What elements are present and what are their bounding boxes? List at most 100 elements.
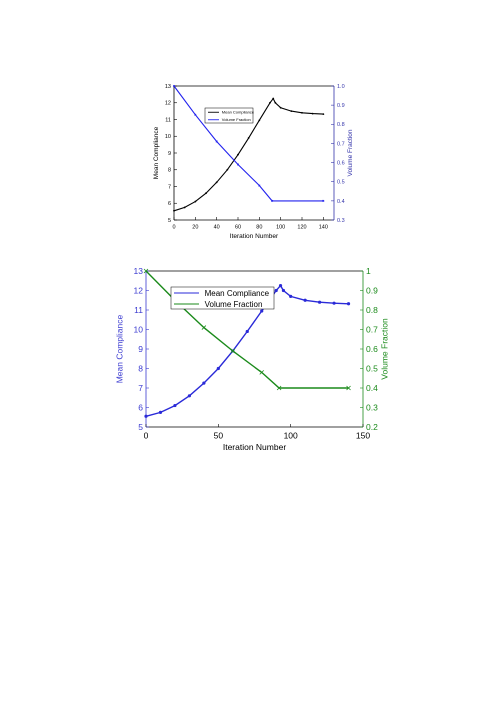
y-tick-label: 12 (134, 285, 144, 295)
legend-label: Volume Fraction (205, 300, 263, 309)
compliance-point (187, 394, 191, 398)
y-tick-label: 10 (165, 134, 171, 140)
compliance-point (183, 206, 186, 209)
compliance-point (278, 284, 283, 288)
volume-point (236, 163, 240, 166)
y-tick-label: 6 (138, 402, 143, 412)
volume-point (271, 199, 274, 202)
y-tick-label: 13 (134, 266, 144, 276)
y-tick-label: 7 (138, 383, 143, 393)
compliance-point (289, 294, 293, 298)
compliance-point (269, 101, 271, 104)
y2-axis-label: Volume Fraction (347, 129, 354, 176)
legend-label: Mean Compliance (205, 289, 270, 298)
y-tick-label: 9 (168, 151, 171, 157)
compliance-point (215, 181, 218, 184)
compliance-point (281, 288, 286, 293)
y2-tick-label: 0.4 (366, 383, 378, 393)
volume-point (143, 268, 149, 274)
y2-tick-label: 0.8 (337, 122, 345, 128)
y-tick-label: 11 (165, 117, 171, 123)
legend-label: Mean Compliance (222, 110, 255, 115)
y2-tick-label: 0.5 (366, 363, 378, 373)
volume-point (201, 325, 207, 330)
volume-point (322, 199, 325, 202)
compliance-point (303, 298, 307, 302)
chart-top: 0 20 40 60 80 100 120 140 5 6 7 8 9 10 11 12 13 0.3 0.4 0.5… (153, 84, 354, 240)
y2-tick-label: 0.9 (366, 285, 378, 295)
compliance-point (311, 112, 314, 115)
compliance-point (272, 97, 275, 100)
x-tick-label: 100 (284, 431, 298, 441)
y-tick-label: 8 (168, 168, 171, 174)
x-tick-label: 150 (356, 431, 370, 441)
y2-tick-label: 0.4 (337, 199, 345, 205)
compliance-point (247, 137, 250, 139)
x-tick-label: 100 (276, 225, 285, 231)
y2-tick-label: 1 (366, 266, 371, 276)
y-tick-label: 6 (168, 201, 171, 207)
compliance-point (318, 300, 322, 304)
volume-point (258, 184, 261, 187)
x-tick-label: 20 (192, 225, 198, 231)
y-tick-label: 9 (138, 344, 143, 354)
legend-label: Volume Fraction (222, 117, 251, 122)
y2-tick-label: 0.3 (366, 402, 378, 412)
compliance-point (245, 329, 249, 334)
x-tick-label: 0 (144, 431, 149, 441)
y2-tick-label: 0.2 (366, 422, 378, 432)
compliance-point (202, 381, 206, 385)
volume-point (259, 370, 265, 375)
compliance-point (279, 106, 282, 109)
y2-axis-label: Volume Fraction (380, 318, 390, 380)
chart-bottom: 0 50 100 150 5 6 7 8 9 10 11 12 13 0.2 0.3 0.4 0.5 0.6 0.7… (115, 266, 390, 452)
x-tick-label: 40 (214, 225, 220, 231)
y2-tick-label: 0.6 (337, 160, 345, 166)
compliance-point (173, 403, 177, 408)
x-tick-label: 80 (256, 225, 262, 231)
volume-point (194, 113, 197, 116)
y-tick-label: 13 (165, 84, 171, 90)
compliance-point (346, 302, 351, 306)
compliance-point (322, 113, 325, 116)
y-tick-label: 11 (134, 305, 143, 315)
y-tick-label: 7 (168, 184, 171, 190)
compliance-point (332, 301, 336, 305)
compliance-point (216, 366, 220, 371)
compliance-point (226, 168, 229, 171)
compliance-point (274, 288, 278, 293)
y-tick-label: 8 (138, 363, 143, 373)
x-tick-label: 140 (319, 225, 328, 231)
y2-tick-label: 0.7 (366, 324, 378, 334)
y-tick-label: 5 (168, 218, 171, 224)
y-tick-label: 10 (134, 324, 144, 334)
y-axis-label: Mean Compliance (153, 126, 160, 179)
volume-point (276, 385, 282, 391)
compliance-point (173, 209, 175, 212)
compliance-point (260, 309, 264, 313)
y-axis-label: Mean Compliance (115, 314, 125, 383)
x-axis-label: Iteration Number (223, 442, 286, 452)
volume-point (172, 84, 176, 88)
y2-tick-label: 1.0 (337, 84, 345, 90)
y2-tick-label: 0.8 (366, 305, 378, 315)
x-tick-label: 0 (172, 225, 175, 231)
legend-box (204, 107, 254, 124)
compliance-point (258, 119, 261, 122)
compliance-point (274, 101, 277, 104)
volume-point (346, 385, 351, 391)
volume-point (215, 140, 218, 143)
compliance-point (290, 110, 293, 113)
legend-box (170, 286, 275, 310)
compliance-point (301, 111, 303, 114)
y2-tick-label: 0.7 (337, 141, 345, 147)
y2-tick-label: 0.5 (337, 180, 345, 186)
y2-tick-label: 0.6 (366, 344, 378, 354)
volume-point (230, 348, 236, 354)
compliance-point (144, 414, 148, 418)
compliance-point (237, 153, 239, 156)
compliance-point (158, 410, 163, 414)
y-tick-label: 12 (165, 101, 171, 107)
compliance-point (194, 200, 197, 203)
